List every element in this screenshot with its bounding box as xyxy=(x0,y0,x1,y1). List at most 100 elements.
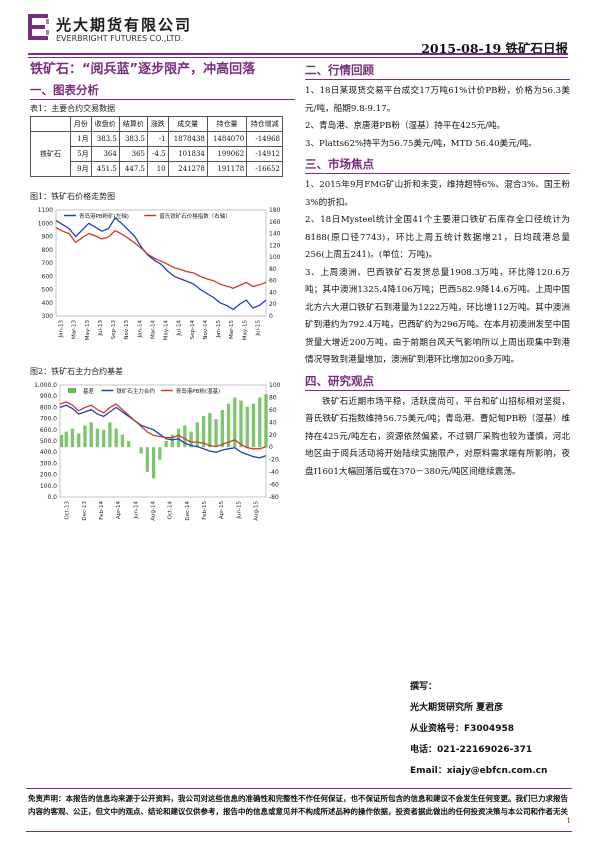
y-left-tick-label: 1,000.0 xyxy=(34,382,57,389)
x-tick-label: Jul-14 xyxy=(177,320,183,337)
legend-label: 基差 xyxy=(83,387,95,395)
basis-bar xyxy=(139,447,143,454)
basis-bar xyxy=(226,403,231,448)
y-left-tick-label: 800.0 xyxy=(40,404,57,411)
header-divider-thin xyxy=(28,57,568,58)
x-tick-label: Jun-15 xyxy=(236,501,242,520)
table-cell: 1月 xyxy=(70,131,92,147)
left-column: 铁矿石：“阅兵蓝”逐步限产，冲高回落 一、图表分析 表1：主要合约交易数据 月份… xyxy=(30,60,295,539)
x-tick-label: Apr-15 xyxy=(219,501,225,520)
y-right-tick-label: 40 xyxy=(269,419,277,426)
page-header: 光大期货有限公司 EVERBRIGHT FUTURES CO.,LTD. 201… xyxy=(28,8,568,58)
legend-label: 青岛港PB粉矿(左轴) xyxy=(79,212,129,220)
research-opinion: 铁矿石近期市场平稳，活跃度尚可，平台和矿山招标相对坚挺，普氏铁矿石指数维持56.… xyxy=(305,396,570,477)
basis-bar xyxy=(127,441,131,448)
y-left-tick-label: 100.0 xyxy=(40,483,57,490)
y-right-tick-label: -40 xyxy=(269,469,279,476)
basis-bar xyxy=(201,416,206,448)
y-left-tick-label: 500.0 xyxy=(40,438,57,445)
basis-bar xyxy=(208,413,212,448)
company-name-cn: 光大期货有限公司 xyxy=(56,16,193,34)
x-tick-label: Jan-13 xyxy=(59,320,65,339)
y-left-tick-label: 400.0 xyxy=(40,449,57,456)
review-item: 1、18日某现货交易平台成交17万吨61%计价PB粉，价格为56.3美元/吨，船… xyxy=(305,86,570,114)
section-chart-analysis: 一、图表分析 xyxy=(30,82,295,100)
basis-bar xyxy=(77,433,81,448)
author-license: 从业资格号：F3004958 xyxy=(410,724,514,734)
y-right-tick-label: 0 xyxy=(269,313,273,320)
review-item: 2、青岛港、京唐港PB粉（湿基）持平在425元/吨。 xyxy=(305,121,506,131)
page-number: 1 xyxy=(566,817,571,825)
author-phone: 电话：021-22169026-371 xyxy=(410,745,533,755)
x-tick-label: Jan-14 xyxy=(137,320,143,339)
x-tick-label: Aug-15 xyxy=(253,501,259,521)
y-left-tick-label: 400 xyxy=(42,300,54,307)
basis-bar xyxy=(195,422,199,448)
table-header-cell: 持仓增减 xyxy=(246,116,283,132)
table-cell: -14912 xyxy=(246,146,283,162)
figure1-caption: 图1：铁矿石价格走势图 xyxy=(30,192,116,201)
basis-bar xyxy=(108,422,112,448)
basis-bar xyxy=(258,397,262,448)
basis-bar xyxy=(145,447,150,473)
basis-chart: 0.0 100.0 200.0 300.0 400.0 500.0 600.0 700.0 80… xyxy=(30,379,292,539)
report-date-title: 2015-08-19 铁矿石日报 xyxy=(421,41,568,56)
table-cell: 241278 xyxy=(167,161,208,177)
basis-bar xyxy=(214,419,218,448)
table-cell: 199062 xyxy=(206,146,248,162)
table-header-cell: 涨跌 xyxy=(147,116,169,132)
contract-table: 月份 收盘价 结算价 涨跌 成交量 持仓量 持仓增减 铁矿石 1月 383.5 … xyxy=(30,116,283,177)
author-label: 撰写： xyxy=(410,682,438,692)
table-header-cell: 持仓量 xyxy=(206,116,248,132)
y-right-tick-label: 80 xyxy=(269,394,277,401)
price-trend-chart-svg: 300 400 500 600 700 800 900 1000 1100 0 20 40 60 80 10… xyxy=(38,207,281,341)
x-tick-label: Jan-15 xyxy=(216,320,222,339)
y-left-tick-label: 200.0 xyxy=(40,472,57,479)
table-cell: 9月 xyxy=(70,161,92,177)
report-headline: 铁矿石：“阅兵蓝”逐步限产，冲高回落 xyxy=(30,62,256,77)
x-tick-label: May-13 xyxy=(85,320,91,341)
x-tick-label: May-15 xyxy=(242,320,248,341)
legend-label: 铁矿石主力合约 xyxy=(116,387,155,395)
y-right-tick-label: 100 xyxy=(269,382,281,389)
y-left-tick-label: 300.0 xyxy=(40,460,57,467)
focus-item: 3、上周澳洲、巴西铁矿石发货总量1908.3万吨，环比降120.6万吨；其中澳洲… xyxy=(305,267,570,366)
table-cell: -4.5 xyxy=(147,146,169,162)
series-line xyxy=(59,401,267,450)
table-cell: 383.5 xyxy=(90,131,120,147)
y-left-tick-label: 700.0 xyxy=(40,416,57,423)
table-cell: 101834 xyxy=(167,146,208,162)
y-left-tick-label: 900 xyxy=(42,234,54,241)
basis-bar xyxy=(120,434,125,448)
right-column: 二、行情回顾 1、18日某现货交易平台成交17万吨61%计价PB粉，价格为56.… xyxy=(305,60,570,481)
x-tick-label: Feb-15 xyxy=(202,501,208,520)
table-header-cell: 月份 xyxy=(70,116,92,132)
series-line xyxy=(55,216,267,311)
x-tick-label: Nov-13 xyxy=(124,320,130,340)
y-left-tick-label: 800 xyxy=(42,247,54,254)
y-left-tick-label: 600 xyxy=(42,273,54,280)
basis-chart-svg: 0.0 100.0 200.0 300.0 400.0 500.0 600.0 700.0 80… xyxy=(34,382,281,521)
table-cell: 383.5 xyxy=(118,131,149,147)
table-cell: 447.5 xyxy=(118,161,149,177)
y-right-tick-label: -80 xyxy=(269,494,279,501)
basis-bar xyxy=(164,441,168,448)
basis-bar xyxy=(245,406,249,448)
x-tick-label: Jul-13 xyxy=(98,320,104,337)
author-name: 光大期货研究所 夏君彦 xyxy=(410,703,504,713)
y-right-tick-label: 0 xyxy=(269,444,273,451)
plot-area xyxy=(55,209,267,317)
basis-bar xyxy=(70,428,75,448)
y-left-tick-label: 300 xyxy=(42,313,54,320)
x-tick-label: Aug-14 xyxy=(150,501,156,521)
basis-bar xyxy=(183,425,187,448)
y-left-tick-label: 900.0 xyxy=(40,393,57,400)
table-cell: 5月 xyxy=(70,146,92,162)
basis-bar xyxy=(60,434,64,448)
price-trend-chart: 300 400 500 600 700 800 900 1000 1100 0 20 40 60 80 10… xyxy=(30,204,292,352)
basis-bar xyxy=(102,429,106,448)
x-tick-label: Dec-14 xyxy=(185,501,191,521)
table-cell: 365 xyxy=(118,146,149,162)
table-header-cell: 成交量 xyxy=(167,116,208,132)
header-divider xyxy=(28,53,568,55)
